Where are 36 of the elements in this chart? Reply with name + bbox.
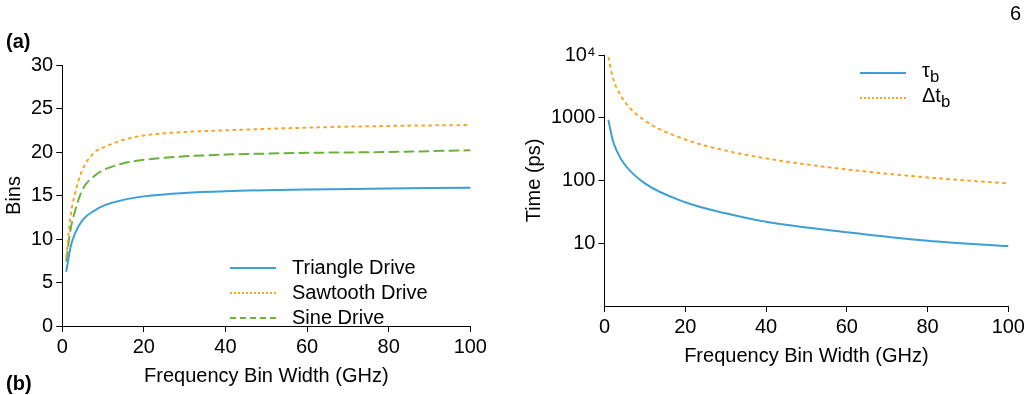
x-tick-label: 0	[598, 314, 611, 337]
x-tick-label: 60	[295, 334, 319, 357]
legend-label: Triangle Drive	[292, 256, 416, 279]
x-tick-label: 100	[991, 314, 1025, 337]
legend-label: Δt$_{b}$	[922, 83, 951, 112]
x-tick-label: 60	[835, 314, 858, 337]
x-axis-title: Frequency Bin Width (GHz)	[684, 343, 929, 366]
x-tick-label: 20	[674, 314, 697, 337]
y-tick-label: 30	[31, 52, 54, 75]
legend-label: Sine Drive	[292, 306, 385, 329]
x-tick-label: 40	[754, 314, 778, 337]
line-series	[607, 56, 1009, 185]
y-tick-label: 15	[31, 183, 54, 206]
y-tick-label: 10	[31, 226, 54, 249]
y-tick-label: 20	[31, 139, 54, 162]
y-axis-title: Time (ps)	[521, 138, 544, 223]
x-tick-label: 0	[56, 334, 68, 357]
x-tick-label: 80	[916, 314, 939, 337]
legend-label: Sawtooth Drive	[292, 281, 428, 304]
x-tick-label: 80	[377, 334, 400, 357]
x-axis-title: Frequency Bin Width (GHz)	[144, 363, 389, 386]
text: (a)	[6, 30, 31, 53]
legend-label: τ$_{b}$	[922, 58, 940, 86]
y-tick-label: 10	[573, 230, 596, 253]
y-tick-label: 25	[31, 96, 54, 119]
y-axis-title: Bins	[1, 176, 24, 215]
line-series	[607, 119, 1009, 248]
x-tick-label: 20	[132, 334, 155, 357]
x-tick-label: 40	[214, 334, 237, 357]
y-tick-label: 10⁴	[564, 42, 596, 65]
y-tick-label: 5	[42, 270, 54, 293]
text: (b)	[6, 372, 32, 395]
text: 6	[1010, 2, 1022, 25]
y-tick-label: 100	[562, 168, 596, 191]
y-tick-label: 1000	[550, 105, 596, 128]
x-tick-label: 100	[453, 334, 487, 357]
